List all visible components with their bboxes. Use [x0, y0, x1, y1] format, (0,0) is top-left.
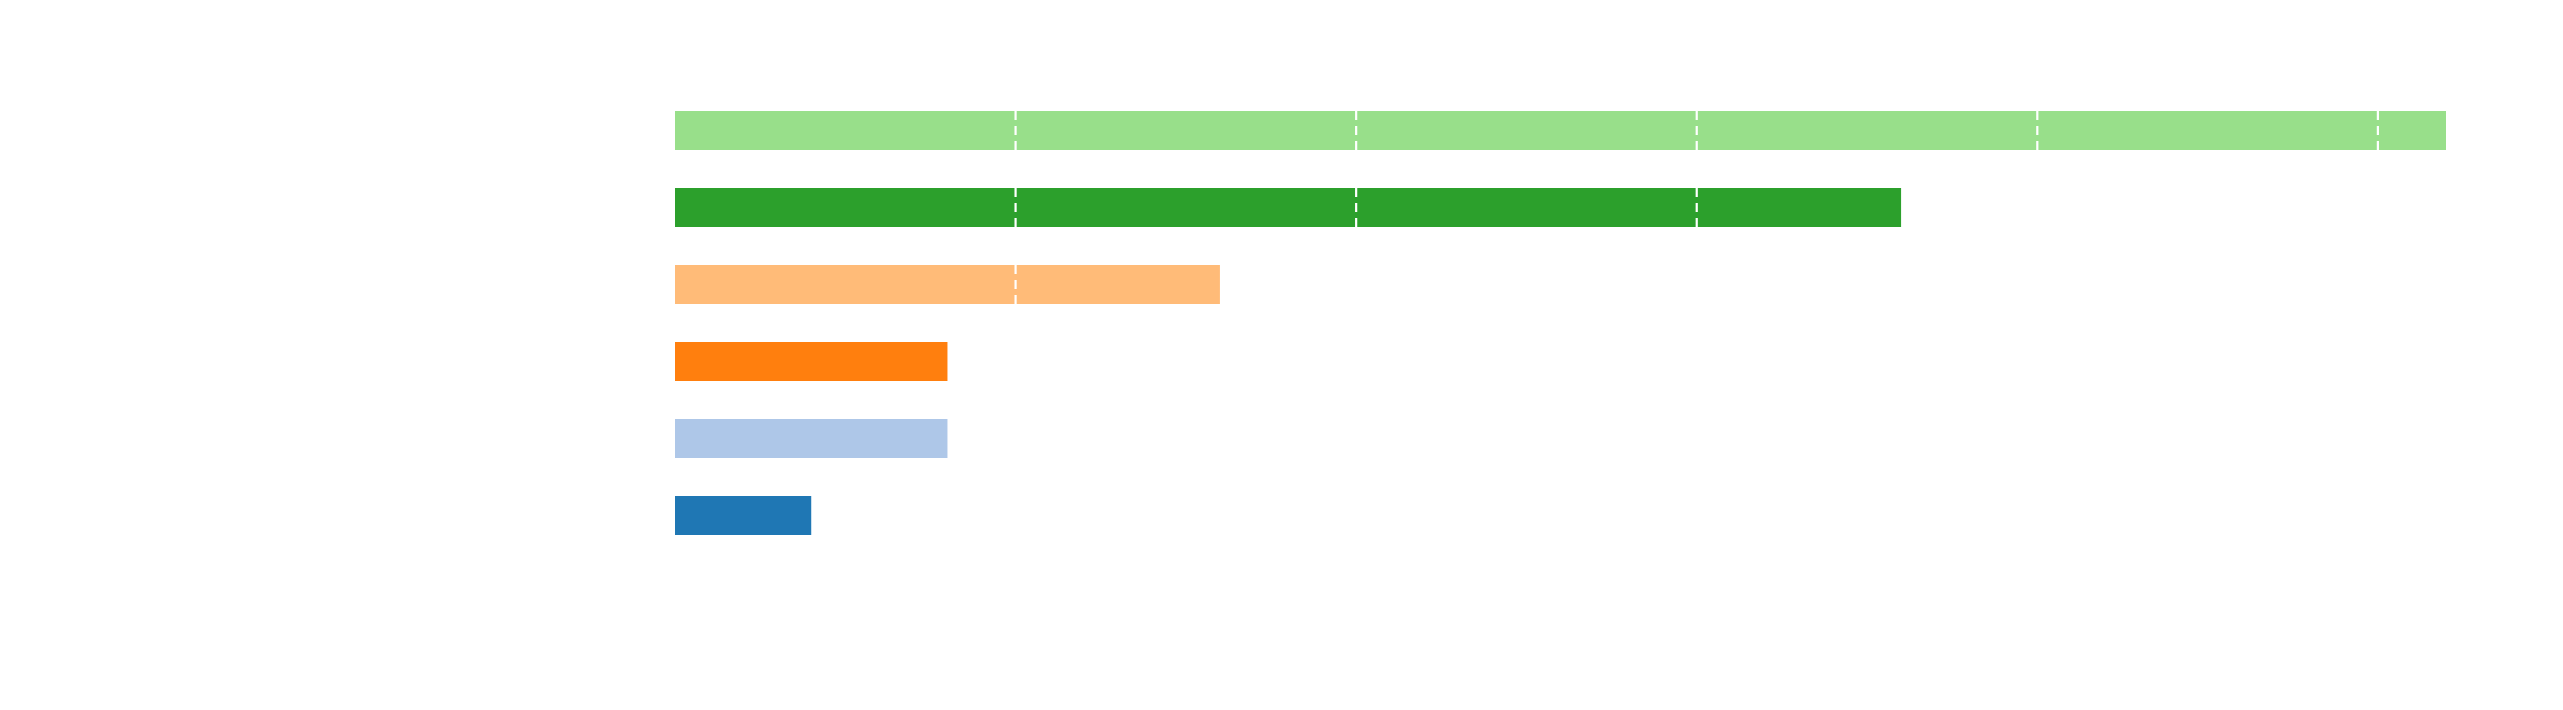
bar-5 — [675, 188, 1902, 227]
bars-group — [675, 111, 2446, 535]
bar-3 — [675, 342, 948, 381]
bar-1 — [675, 496, 812, 535]
gridlines-group — [1014, 111, 2379, 304]
bar-4 — [675, 265, 1220, 304]
bar-6 — [675, 111, 2446, 150]
bar-2 — [675, 419, 948, 458]
